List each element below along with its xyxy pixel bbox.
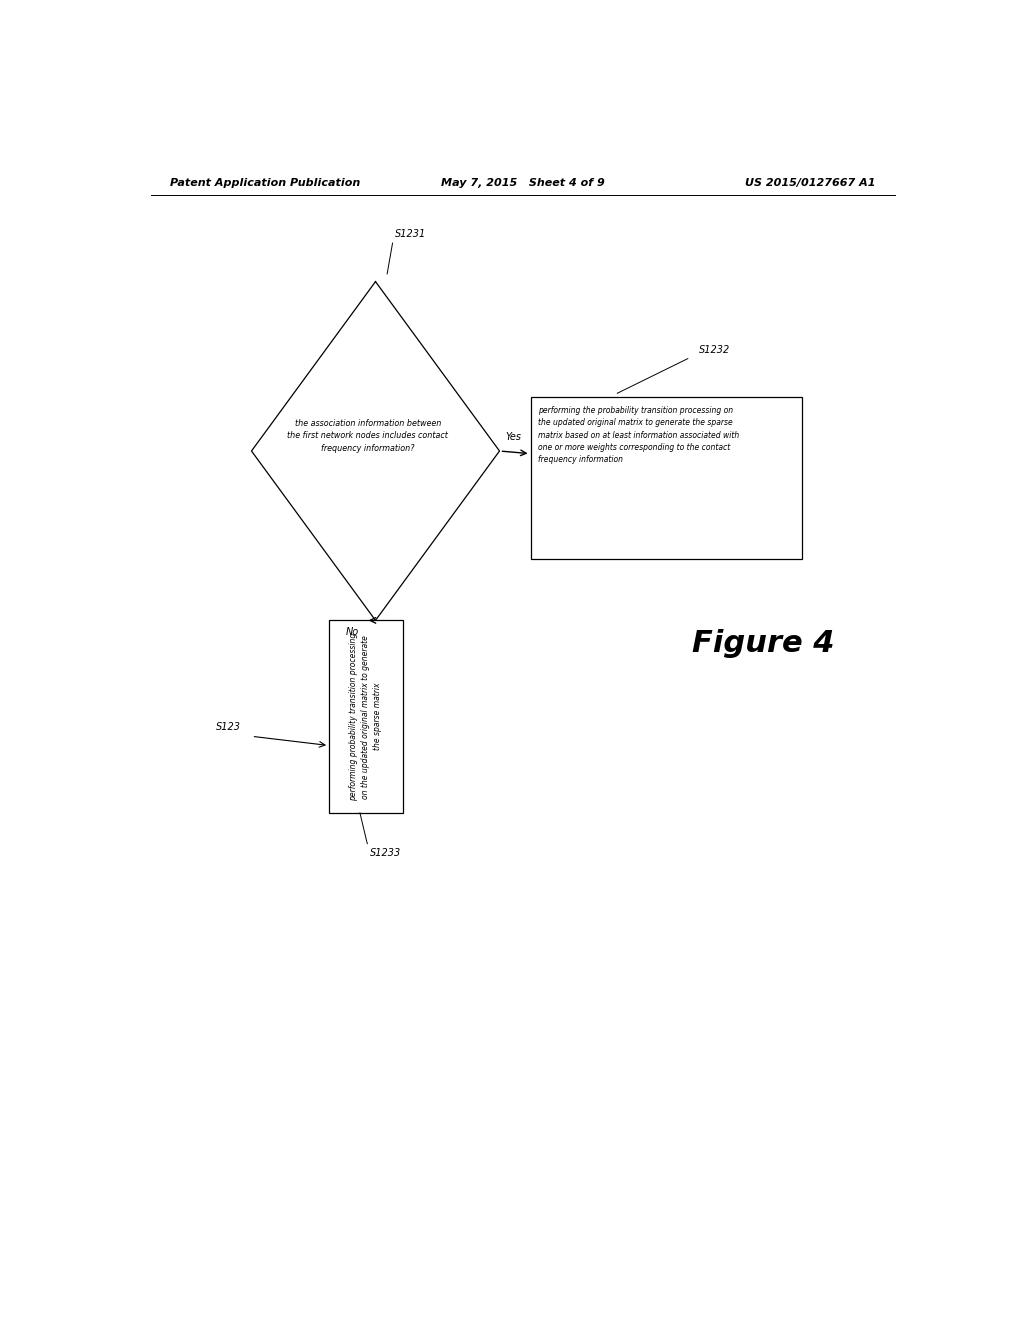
Text: S1232: S1232 bbox=[698, 345, 730, 355]
Text: Figure 4: Figure 4 bbox=[691, 630, 834, 657]
Text: performing probability transition processing
on the updated original matrix to g: performing probability transition proces… bbox=[348, 632, 382, 801]
Text: Patent Application Publication: Patent Application Publication bbox=[170, 178, 360, 187]
Text: S1233: S1233 bbox=[369, 847, 400, 858]
Text: S1231: S1231 bbox=[394, 230, 426, 239]
Text: May 7, 2015   Sheet 4 of 9: May 7, 2015 Sheet 4 of 9 bbox=[440, 178, 604, 187]
Text: S123: S123 bbox=[216, 722, 242, 731]
Text: US 2015/0127667 A1: US 2015/0127667 A1 bbox=[744, 178, 874, 187]
Text: the association information between
the first network nodes includes contact
fre: the association information between the … bbox=[287, 418, 447, 453]
Bar bbox=[530, 397, 801, 558]
Bar bbox=[329, 620, 403, 813]
Text: No: No bbox=[345, 627, 359, 636]
Text: Yes: Yes bbox=[505, 432, 521, 442]
Text: performing the probability transition processing on
the updated original matrix : performing the probability transition pr… bbox=[538, 407, 739, 463]
